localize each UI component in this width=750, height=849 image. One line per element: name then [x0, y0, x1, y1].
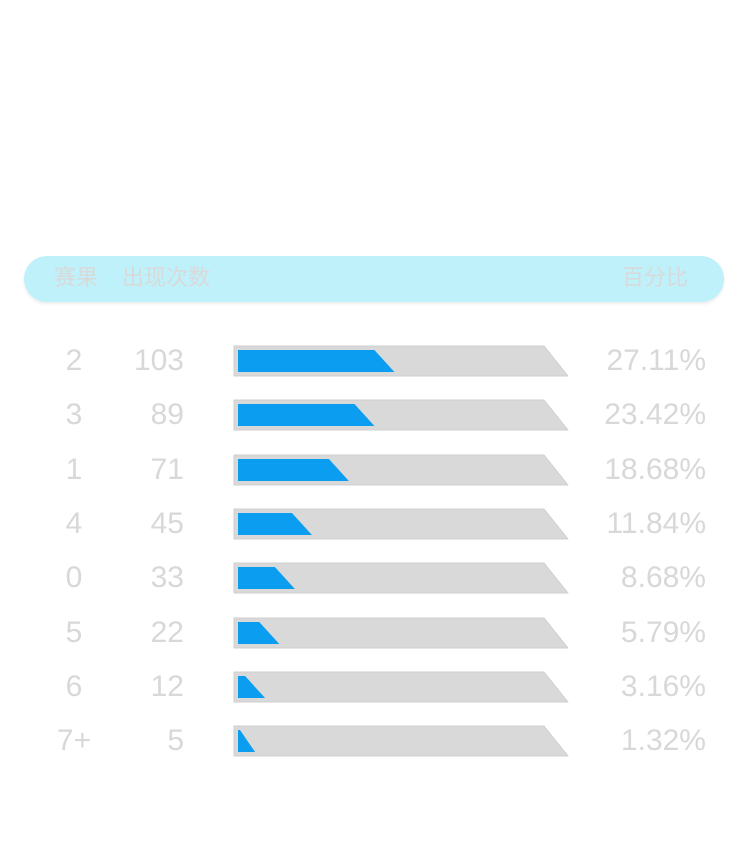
table-row: 3 89 23.42% [0, 398, 750, 432]
table-row: 6 12 3.16% [0, 670, 750, 704]
result-cell: 1 [65, 452, 83, 486]
bar-fill [238, 730, 256, 753]
table-row: 2 103 27.11% [0, 344, 750, 378]
percentage-bar [233, 508, 569, 540]
header-count-label: 出现次数 [122, 266, 211, 291]
percent-cell: 18.68% [604, 452, 706, 486]
result-cell: 5 [65, 615, 83, 649]
count-cell: 12 [150, 669, 184, 703]
percent-cell: 27.11% [606, 344, 706, 377]
percentage-bar [233, 345, 569, 377]
percent-cell: 8.68% [620, 561, 706, 595]
bar-fill [238, 404, 375, 427]
percentage-bar [233, 617, 569, 648]
bar-track [233, 617, 569, 648]
result-cell: 6 [65, 669, 83, 703]
percent-cell: 1.32% [620, 724, 706, 758]
table-row: 0 33 8.68% [0, 561, 750, 595]
count-cell: 71 [150, 452, 184, 486]
percentage-bar [233, 399, 569, 431]
header-result-label: 赛果 [54, 266, 99, 291]
bar-track [233, 508, 569, 540]
bar-track [233, 562, 569, 594]
count-cell: 33 [150, 561, 184, 595]
bar-fill [238, 512, 312, 535]
table-row: 5 22 5.79% [0, 616, 750, 650]
count-cell: 89 [150, 398, 184, 432]
count-cell: 103 [133, 344, 184, 377]
bar-fill [238, 458, 349, 481]
percentage-bar [233, 454, 569, 486]
bar-fill [238, 567, 295, 590]
header-percent-label: 百分比 [621, 266, 688, 291]
result-cell: 2 [65, 344, 83, 377]
count-cell: 45 [150, 506, 184, 540]
percent-cell: 5.79% [620, 615, 706, 649]
table-row: 4 45 11.84% [0, 507, 750, 541]
result-cell: 3 [65, 398, 83, 432]
percent-cell: 3.16% [620, 669, 706, 703]
percentage-bar [233, 562, 569, 594]
percent-cell: 11.84% [606, 506, 706, 540]
bar-track [233, 725, 569, 757]
percentage-bar [233, 725, 569, 757]
table-header: 赛果 出现次数 百分比 [24, 256, 724, 302]
bar-fill [238, 350, 395, 372]
percentage-bar [233, 671, 569, 703]
count-cell: 22 [150, 615, 184, 649]
bar-track [233, 671, 569, 703]
percent-cell: 23.42% [604, 398, 706, 432]
result-cell: 0 [65, 561, 83, 595]
count-cell: 5 [167, 724, 184, 758]
bar-fill [238, 621, 280, 644]
result-cell: 4 [65, 506, 83, 540]
result-cell: 7+ [56, 724, 92, 758]
table-row: 7+ 5 1.32% [0, 724, 750, 758]
table-row: 1 71 18.68% [0, 453, 750, 487]
bar-fill [238, 675, 266, 698]
